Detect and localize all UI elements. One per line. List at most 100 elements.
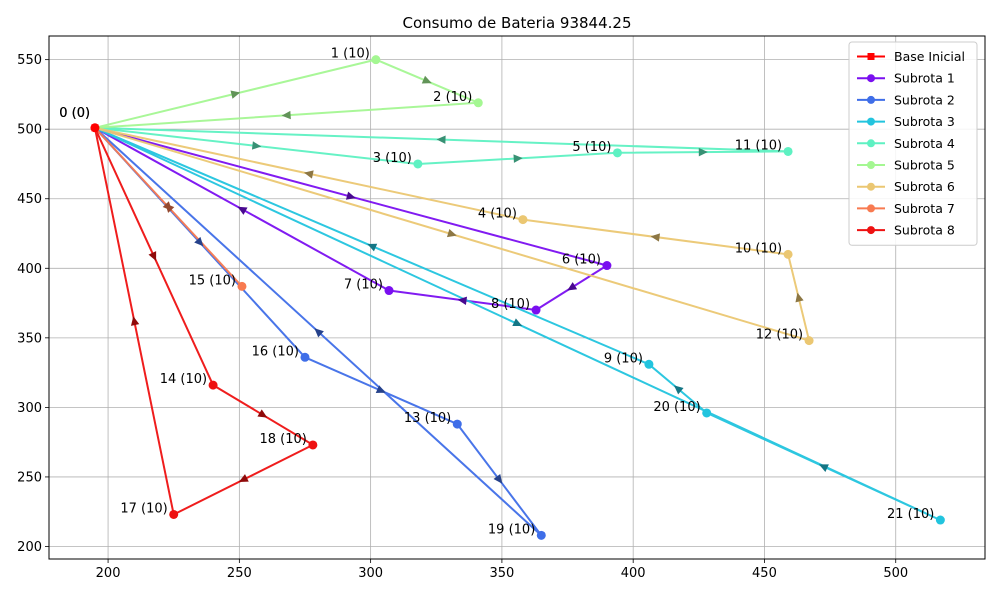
y-tick-label: 200 xyxy=(17,540,42,555)
route-point xyxy=(308,440,318,450)
legend-swatch-marker xyxy=(867,117,875,126)
route-point xyxy=(804,336,814,346)
direction-arrow xyxy=(698,147,708,157)
route-point xyxy=(452,419,462,429)
legend-swatch-marker xyxy=(867,226,875,235)
route-point xyxy=(531,305,541,315)
legend-label: Base Inicial xyxy=(894,49,965,64)
legend-swatch-marker xyxy=(867,204,875,213)
point-label: 1 (10) xyxy=(331,47,370,62)
direction-arrow xyxy=(230,90,241,99)
direction-arrow xyxy=(237,206,248,215)
direction-arrow xyxy=(567,282,578,291)
route-point xyxy=(783,249,793,259)
point-label: 5 (10) xyxy=(572,140,611,155)
route-point xyxy=(473,98,483,108)
direction-arrow xyxy=(673,385,684,395)
point-label: 9 (10) xyxy=(604,351,643,366)
x-tick-label: 250 xyxy=(227,566,252,581)
plot-frame xyxy=(48,35,986,560)
y-tick-label: 300 xyxy=(17,401,42,416)
point-label: 17 (10) xyxy=(120,501,167,516)
direction-arrow xyxy=(345,191,356,200)
route-point xyxy=(169,509,179,519)
direction-arrow xyxy=(375,385,386,393)
direction-arrow xyxy=(304,170,314,179)
route-points xyxy=(90,55,945,540)
y-tick-label: 450 xyxy=(17,192,42,207)
point-label: 4 (10) xyxy=(478,207,517,222)
route-point xyxy=(536,530,546,540)
direction-arrow xyxy=(314,328,324,338)
x-tick-label: 450 xyxy=(752,566,777,581)
route-point xyxy=(237,281,247,291)
x-tick-label: 350 xyxy=(489,566,514,581)
point-label: 15 (10) xyxy=(189,273,236,288)
point-label: 7 (10) xyxy=(344,278,383,293)
direction-arrow xyxy=(281,110,291,120)
legend-swatch-marker xyxy=(867,53,875,60)
x-tick-label: 400 xyxy=(621,566,646,581)
point-label: 16 (10) xyxy=(252,344,299,359)
legend-box xyxy=(848,41,978,246)
legend-label: Subrota 2 xyxy=(894,92,955,107)
route-point xyxy=(612,148,622,158)
point-label: 6 (10) xyxy=(562,253,601,268)
legend-label: Subrota 5 xyxy=(894,158,955,173)
legend-label: Subrota 1 xyxy=(894,71,955,86)
route-point xyxy=(783,146,793,156)
axis-ticks: 200 250 300 350 400 450 500 200 250 300 350 400 450 5… xyxy=(17,53,908,581)
point-label: 10 (10) xyxy=(735,241,782,256)
direction-arrow xyxy=(130,316,140,326)
legend-swatch-marker xyxy=(867,95,875,104)
x-tick-label: 500 xyxy=(883,566,908,581)
y-tick-label: 500 xyxy=(17,123,42,138)
grid xyxy=(49,36,985,559)
direction-arrow xyxy=(421,75,432,84)
direction-arrow xyxy=(251,141,262,150)
direction-arrow xyxy=(446,229,457,238)
route-point xyxy=(935,515,945,525)
route-point xyxy=(702,408,712,418)
direction-arrow xyxy=(436,135,446,144)
y-tick-label: 550 xyxy=(17,53,42,68)
route-point xyxy=(371,55,381,65)
point-label: 19 (10) xyxy=(488,522,535,537)
chart-title: Consumo de Bateria 93844.25 xyxy=(402,14,631,32)
route-point xyxy=(300,352,310,362)
direction-arrow xyxy=(367,243,378,252)
legend-label: Subrota 7 xyxy=(894,201,955,216)
point-label: 14 (10) xyxy=(160,372,207,387)
point-labels: 1 (10) 2 (10) 3 (10) 4 (10) 5 (10) 6 (10) 7 (1… xyxy=(59,47,934,538)
legend: Base Inicial Subrota 1 Subrota 2 Subrota 3 S… xyxy=(848,41,978,246)
point-label: 12 (10) xyxy=(756,328,803,343)
direction-arrow xyxy=(194,236,204,247)
legend-swatch-marker xyxy=(867,161,875,169)
route-point xyxy=(518,215,528,225)
point-label: 11 (10) xyxy=(735,138,782,153)
direction-arrow xyxy=(795,292,804,303)
direction-arrow xyxy=(513,154,523,163)
direction-arrow xyxy=(650,233,661,242)
x-tick-label: 200 xyxy=(96,566,121,581)
route-line xyxy=(94,58,480,129)
point-label: 20 (10) xyxy=(653,400,700,415)
point-label: 18 (10) xyxy=(259,432,306,447)
route-point xyxy=(384,286,394,296)
point-label: 13 (10) xyxy=(404,411,451,426)
y-tick-label: 250 xyxy=(17,470,42,485)
direction-arrows xyxy=(130,75,829,484)
route-point xyxy=(644,359,654,369)
route-point xyxy=(602,261,612,271)
legend-label: Subrota 6 xyxy=(894,179,955,194)
point-label: 2 (10) xyxy=(433,90,472,105)
base-label: 0 (0) xyxy=(59,106,90,121)
route-point xyxy=(208,380,218,390)
direction-arrow xyxy=(148,251,157,262)
legend-label: Subrota 4 xyxy=(894,136,955,151)
base-marker xyxy=(91,124,99,132)
direction-arrow xyxy=(457,296,468,305)
direction-arrow xyxy=(512,318,523,327)
x-tick-label: 300 xyxy=(358,566,383,581)
